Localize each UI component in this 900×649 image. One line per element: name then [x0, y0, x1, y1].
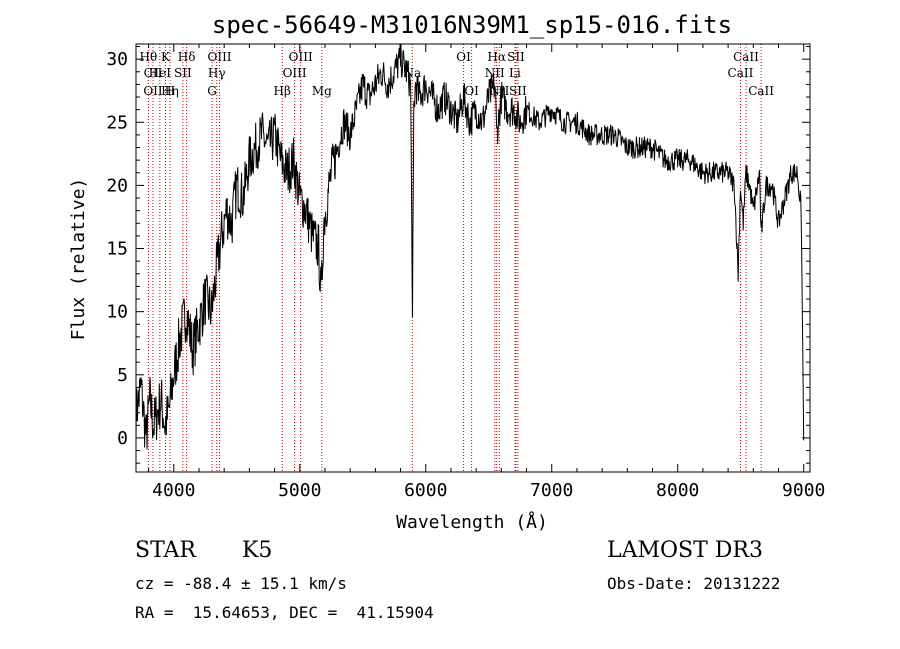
line-label-24-0: CaII [733, 50, 759, 64]
y-tick-label-5: 25 [106, 112, 128, 133]
line-label-20-0: Li [509, 66, 521, 80]
line-label-13-0: Mg [312, 84, 332, 98]
y-tick-label-6: 30 [106, 49, 128, 70]
line-label-16-0: OI [464, 84, 479, 98]
line-label-19-0: NII [489, 84, 509, 98]
line-label-21-0: SII [507, 50, 525, 64]
line-label-1-1: OII [143, 84, 163, 98]
line-label-25-0: CaII [748, 84, 774, 98]
line-label-14-0: Na [403, 66, 421, 80]
x-tick-label-4: 8000 [656, 480, 699, 501]
line-label-11-0: OIII [283, 66, 307, 80]
y-tick-label-0: 0 [117, 428, 128, 449]
line-label-12-0: OIII [289, 50, 313, 64]
plot-frame [135, 43, 811, 473]
y-axis-label: Flux (relative) [68, 178, 89, 341]
x-axis-label: Wavelength (Å) [396, 511, 548, 533]
survey-name: LAMOST DR3 [607, 538, 763, 563]
line-label-4-1: H [165, 84, 175, 98]
line-label-23-0: CaII [728, 66, 754, 80]
line-label-0-0: Hθ [139, 50, 157, 64]
line-label-18-0: Hα [487, 50, 506, 64]
x-tick-label-3: 7000 [530, 480, 573, 501]
y-tick-label-2: 10 [106, 302, 128, 323]
line-label-10-0: Hβ [274, 84, 291, 98]
x-tick-label-0: 4000 [152, 480, 195, 501]
obs-date: Obs-Date: 20131222 [607, 574, 781, 593]
line-label-7-0: G [207, 84, 217, 98]
y-tick-label-3: 15 [106, 239, 128, 260]
line-label-9-0: OIII [207, 50, 231, 64]
x-tick-label-5: 9000 [782, 480, 825, 501]
line-labels: Hθ CII OII HeI K HηH SII Hδ G Hγ OIII Hβ OIII OIII Mg N… [139, 50, 774, 98]
line-label-6-0: Hδ [178, 50, 196, 64]
object-subclass: K5 [242, 538, 273, 563]
y-tick-label-4: 20 [106, 175, 128, 196]
line-label-17-0: NII [485, 66, 505, 80]
spectrum-trace [136, 44, 805, 450]
line-label-4-0: Hη [161, 84, 179, 98]
object-class: STAR [135, 538, 196, 563]
x-tick-label-1: 5000 [278, 480, 321, 501]
chart-title: spec-56649-M31016N39M1_sp15-016.fits [212, 11, 732, 39]
redshift-readout: cz = -88.4 ± 15.1 km/s [135, 574, 347, 593]
line-label-3-0: K [161, 50, 171, 64]
y-tick-label-1: 5 [117, 365, 128, 386]
line-label-22-0: SII [509, 84, 527, 98]
line-label-15-0: OI [456, 50, 471, 64]
coordinates-readout: RA = 15.64653, DEC = 41.15904 [135, 603, 434, 622]
line-label-1-0: CII [144, 66, 163, 80]
line-label-2-0: HeI [149, 66, 172, 80]
line-label-5-0: SII [174, 66, 192, 80]
line-label-8-0: Hγ [208, 66, 226, 80]
x-tick-label-2: 6000 [404, 480, 447, 501]
